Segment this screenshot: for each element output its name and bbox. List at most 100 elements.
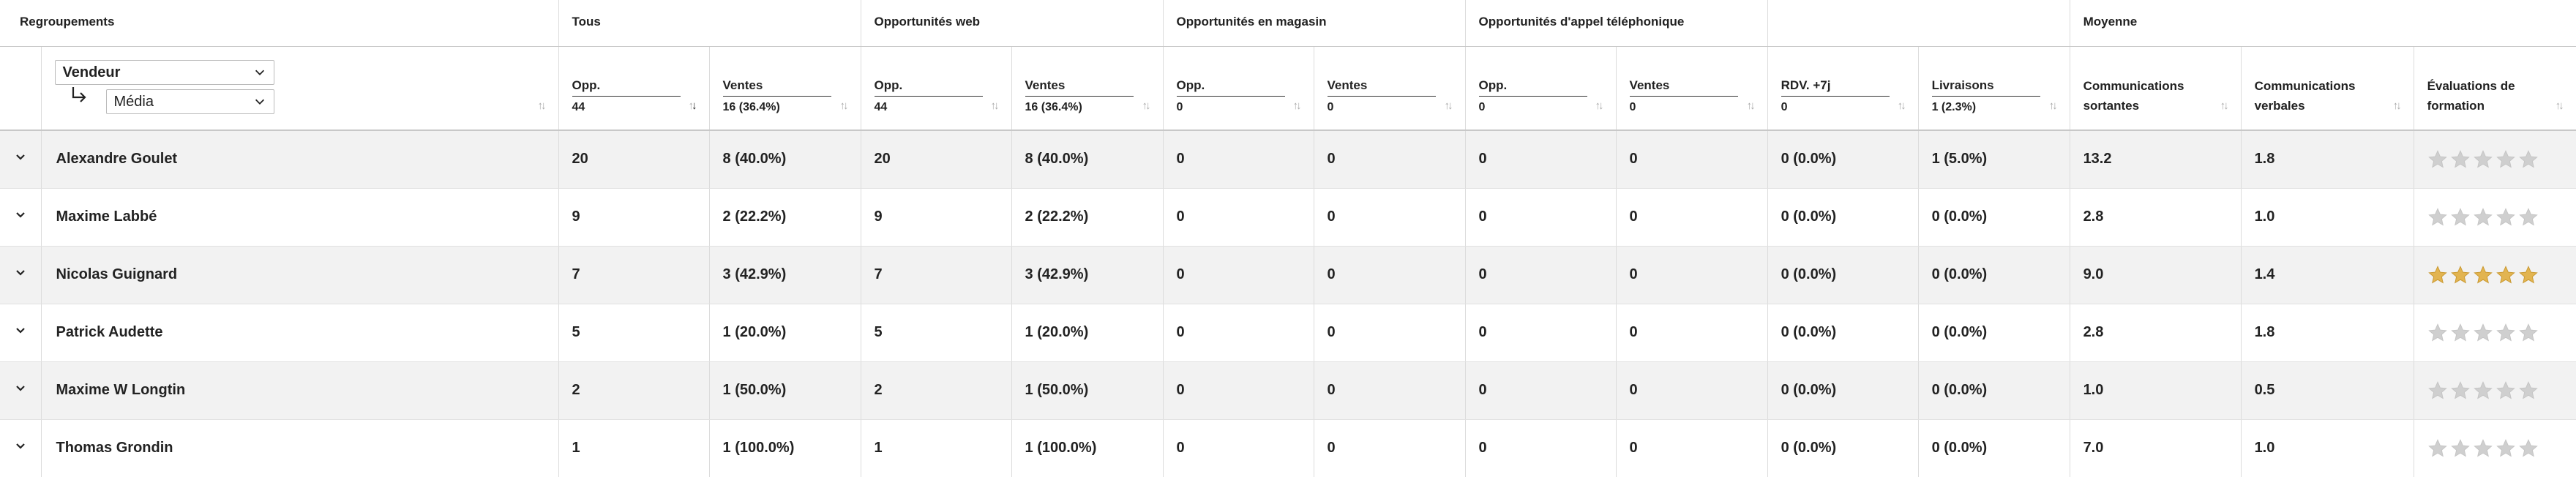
star-icon: [2427, 149, 2447, 168]
chevron-down-icon: [255, 70, 264, 75]
sort-icon[interactable]: ↑↓: [2392, 99, 2402, 112]
star-icon: [2518, 149, 2538, 168]
sort-icon[interactable]: ↑↓: [1444, 99, 1453, 112]
sort-icon[interactable]: ↑↓: [839, 99, 849, 112]
column-header[interactable]: Ventes 0 ↑↓: [1616, 46, 1768, 131]
table-cell: 0 (0.0%): [1918, 304, 2070, 362]
expand-row-button[interactable]: [0, 304, 42, 362]
table-row[interactable]: Maxime Labbé 9 2 (22.2%) 9 2 (22.2%) 0 0 0 0 0 (0…: [0, 188, 2576, 247]
column-header[interactable]: Ventes 16 (36.4%) ↑↓: [1011, 46, 1164, 131]
column-header[interactable]: Livraisons 1 (2.3%) ↑↓: [1918, 46, 2070, 131]
table-cell: 0 (0.0%): [1767, 419, 1919, 477]
table-cell: 7: [861, 246, 1012, 304]
column-header[interactable]: Opp. 44 ↑↓: [861, 46, 1012, 131]
expand-row-button[interactable]: [0, 419, 42, 477]
table-row[interactable]: Nicolas Guignard 7 3 (42.9%) 7 3 (42.9%) 0 0 0 0…: [0, 246, 2576, 304]
row-name: Patrick Audette: [41, 304, 559, 362]
table-cell: 0: [1163, 188, 1314, 247]
sort-icon[interactable]: ↑↓: [1142, 99, 1151, 112]
table-cell: 3 (42.9%): [1011, 246, 1164, 304]
table-cell: 0: [1616, 130, 1768, 189]
star-rating: [2427, 207, 2576, 228]
column-header[interactable]: Communications verbales ↑↓: [2241, 46, 2414, 131]
table-cell: 2.8: [2070, 188, 2242, 247]
column-header[interactable]: Opp. 0 ↑↓: [1465, 46, 1617, 131]
sort-icon[interactable]: ↑↓: [1595, 99, 1604, 112]
expander-header: [0, 46, 42, 131]
table-cell: 0: [1314, 130, 1466, 189]
table-cell: 1.0: [2070, 361, 2242, 420]
table-row[interactable]: Thomas Grondin 1 1 (100.0%) 1 1 (100.0%) 0 0 0 0…: [0, 419, 2576, 477]
column-total: 44: [572, 100, 585, 113]
row-name: Maxime Labbé: [41, 188, 559, 247]
table-cell: 20: [558, 130, 710, 189]
column-header[interactable]: Opp. 44 ↑↓: [558, 46, 710, 131]
column-header[interactable]: Évaluations de formation ↑↓: [2414, 46, 2576, 131]
star-icon: [2427, 323, 2447, 341]
table-cell: 0 (0.0%): [1767, 246, 1919, 304]
star-icon: [2473, 265, 2493, 283]
sort-icon[interactable]: ↑↓: [2048, 99, 2058, 112]
column-header[interactable]: Opp. 0 ↑↓: [1163, 46, 1314, 131]
table-cell: 0 (0.0%): [1767, 188, 1919, 247]
table-cell: 1 (5.0%): [1918, 130, 2070, 189]
expand-row-button[interactable]: [0, 130, 42, 189]
table-row[interactable]: Alexandre Goulet 20 8 (40.0%) 20 8 (40.0%) 0 0…: [0, 130, 2576, 189]
star-icon: [2473, 207, 2493, 225]
chevron-down-icon: [15, 211, 25, 218]
grouping-secondary-select[interactable]: Média: [105, 89, 274, 114]
chevron-down-icon: [255, 99, 264, 105]
column-label: Communications: [2083, 78, 2184, 93]
expand-row-button[interactable]: [0, 188, 42, 247]
group-appel: Opportunités d'appel téléphonique: [1465, 0, 1768, 47]
table-cell: 1.8: [2241, 304, 2414, 362]
table-cell: 1: [861, 419, 1012, 477]
column-label: RDV. +7j: [1781, 76, 1890, 97]
grouping-primary-select[interactable]: Vendeur: [54, 59, 274, 85]
column-header[interactable]: Communications sortantes ↑↓: [2070, 46, 2242, 131]
table-cell: 0: [1465, 246, 1617, 304]
star-icon: [2496, 380, 2515, 399]
column-label: Communications: [2254, 78, 2356, 93]
table-cell: 0: [1465, 419, 1617, 477]
star-icon: [2518, 323, 2538, 341]
table-cell: 1 (100.0%): [709, 419, 861, 477]
group-regroupements: Regroupements: [0, 0, 559, 47]
table-cell: 1: [558, 419, 710, 477]
column-header[interactable]: Ventes 16 (36.4%) ↑↓: [709, 46, 861, 131]
column-total: 0: [1327, 100, 1334, 113]
column-header[interactable]: Ventes 0 ↑↓: [1314, 46, 1466, 131]
column-label: formation: [2427, 98, 2485, 113]
table-cell: 0 (0.0%): [1918, 361, 2070, 420]
sort-icon[interactable]: ↑↓: [2555, 99, 2564, 112]
table-row[interactable]: Maxime W Longtin 2 1 (50.0%) 2 1 (50.0%) 0 0 0 0…: [0, 361, 2576, 420]
sort-icon[interactable]: ↑↓: [990, 99, 1000, 112]
table-cell: 0 (0.0%): [1767, 304, 1919, 362]
table-cell: 0: [1314, 246, 1466, 304]
table-cell: 0 (0.0%): [1918, 246, 2070, 304]
sort-icon[interactable]: ↑↓: [688, 99, 697, 112]
table-cell: 0: [1465, 130, 1617, 189]
expand-row-button[interactable]: [0, 246, 42, 304]
column-header[interactable]: RDV. +7j 0 ↑↓: [1767, 46, 1919, 131]
column-header-row: Vendeur Média ↑↓ Opp. 44 ↑↓ Ventes 16 (36.4…: [0, 46, 2576, 131]
sort-icon[interactable]: ↑↓: [1292, 99, 1302, 112]
subgroup-arrow-icon: [70, 86, 89, 110]
grouping-primary-value: Vendeur: [62, 64, 121, 80]
grouping-header: Vendeur Média ↑↓: [41, 46, 559, 131]
table-row[interactable]: Patrick Audette 5 1 (20.0%) 5 1 (20.0%) 0 0 0 0 0…: [0, 304, 2576, 362]
sort-icon[interactable]: ↑↓: [2220, 99, 2229, 112]
sort-icon[interactable]: ↑↓: [1746, 99, 1756, 112]
table-cell: 0: [1616, 246, 1768, 304]
star-icon: [2496, 207, 2515, 225]
sort-icon[interactable]: ↑↓: [1897, 99, 1906, 112]
group-moyenne: Moyenne: [2070, 0, 2576, 47]
star-icon: [2427, 207, 2447, 225]
expand-row-button[interactable]: [0, 361, 42, 420]
table-cell: 2.8: [2070, 304, 2242, 362]
sort-icon[interactable]: ↑↓: [537, 99, 547, 112]
table-cell: 0: [1616, 304, 1768, 362]
row-name: Maxime W Longtin: [41, 361, 559, 420]
table-cell: 2: [558, 361, 710, 420]
row-name: Alexandre Goulet: [41, 130, 559, 189]
